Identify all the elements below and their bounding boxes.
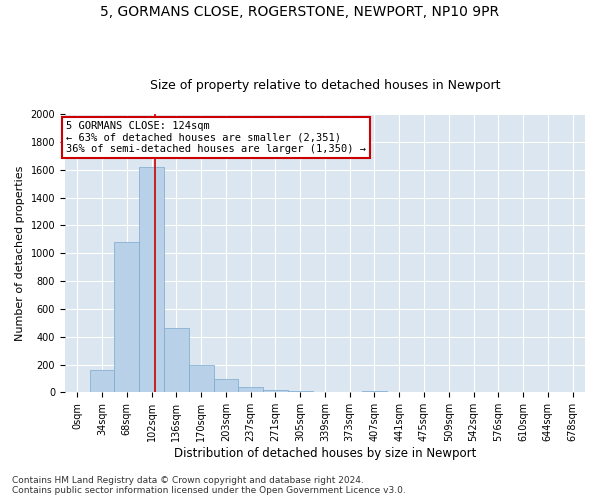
- Bar: [362, 390, 387, 392]
- X-axis label: Distribution of detached houses by size in Newport: Distribution of detached houses by size …: [174, 447, 476, 460]
- Bar: [115, 242, 139, 392]
- Bar: [89, 370, 115, 392]
- Bar: [238, 388, 263, 392]
- Bar: [263, 390, 288, 392]
- Bar: [214, 379, 238, 392]
- Bar: [288, 391, 313, 392]
- Text: Contains HM Land Registry data © Crown copyright and database right 2024.
Contai: Contains HM Land Registry data © Crown c…: [12, 476, 406, 495]
- Bar: [164, 328, 189, 392]
- Text: 5 GORMANS CLOSE: 124sqm
← 63% of detached houses are smaller (2,351)
36% of semi: 5 GORMANS CLOSE: 124sqm ← 63% of detache…: [66, 121, 366, 154]
- Text: 5, GORMANS CLOSE, ROGERSTONE, NEWPORT, NP10 9PR: 5, GORMANS CLOSE, ROGERSTONE, NEWPORT, N…: [100, 5, 500, 19]
- Bar: [139, 167, 164, 392]
- Bar: [189, 364, 214, 392]
- Title: Size of property relative to detached houses in Newport: Size of property relative to detached ho…: [150, 79, 500, 92]
- Y-axis label: Number of detached properties: Number of detached properties: [15, 166, 25, 341]
